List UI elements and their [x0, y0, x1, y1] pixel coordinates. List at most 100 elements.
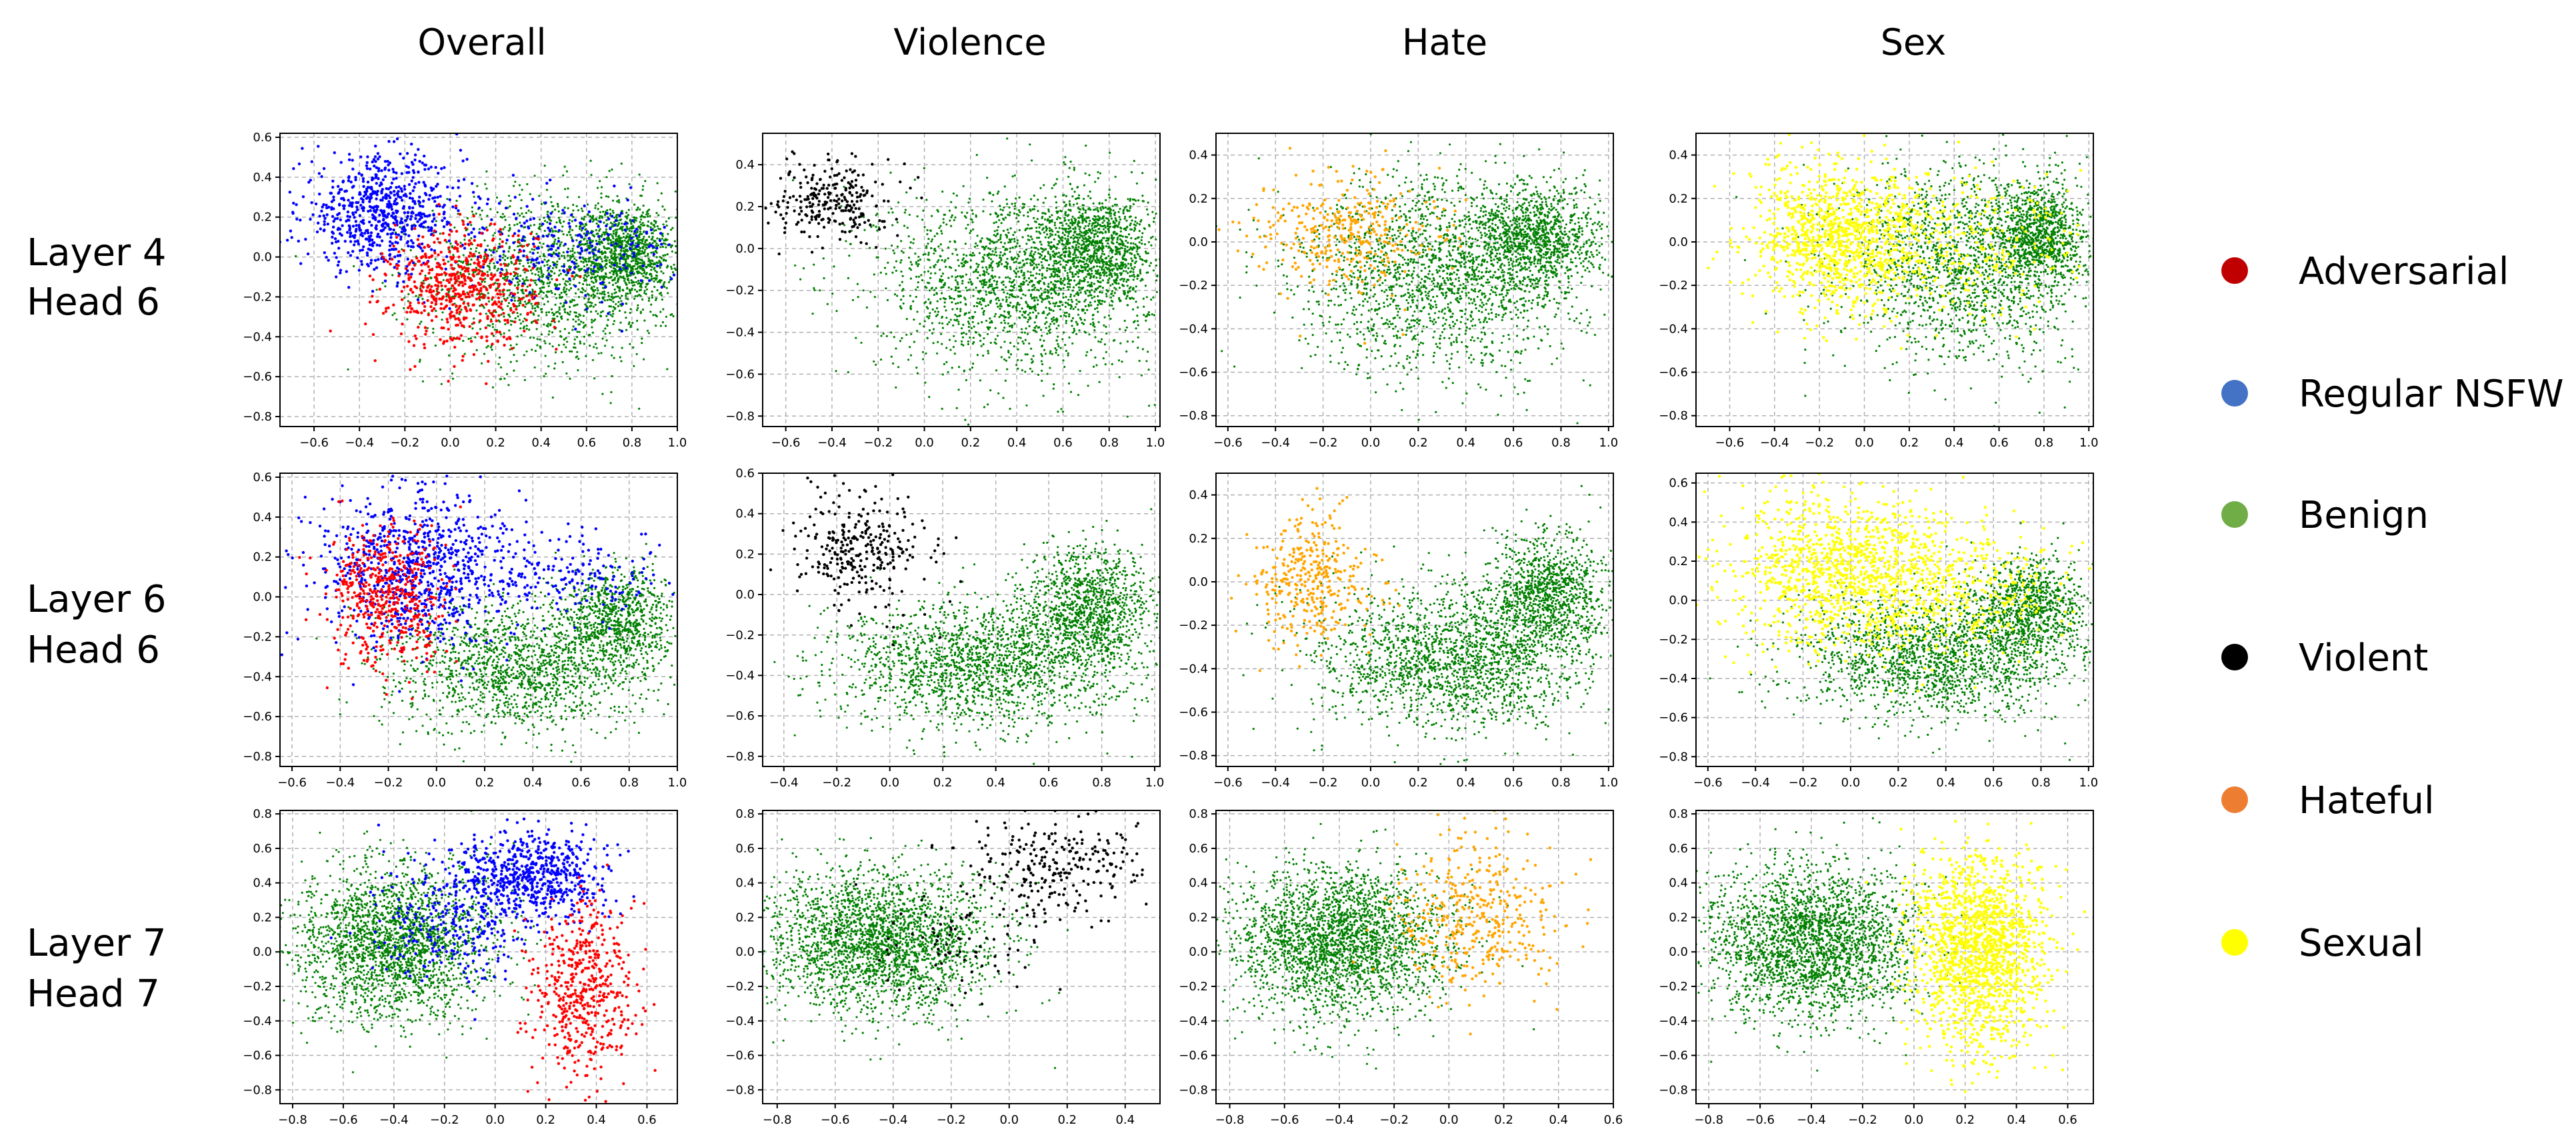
data-point: [1011, 203, 1013, 205]
data-point: [710, 264, 712, 266]
data-point: [510, 347, 514, 351]
data-point: [442, 212, 445, 216]
data-point: [662, 284, 665, 287]
data-point: [504, 263, 507, 267]
data-point: [600, 205, 603, 208]
data-point: [1020, 328, 1023, 331]
data-point: [1051, 275, 1053, 277]
data-point: [493, 262, 495, 265]
data-point: [418, 361, 421, 363]
data-point: [509, 227, 511, 229]
data-point: [689, 189, 691, 191]
data-point: [499, 293, 502, 296]
data-point: [622, 258, 625, 261]
data-point: [579, 251, 582, 255]
data-point: [423, 155, 426, 158]
data-point: [979, 339, 982, 342]
data-point: [985, 245, 987, 248]
data-point: [657, 281, 659, 283]
data-point: [464, 259, 468, 263]
data-point: [1004, 322, 1007, 325]
data-point: [1007, 213, 1009, 216]
data-point: [569, 287, 573, 290]
data-point: [544, 355, 547, 357]
data-point: [362, 222, 365, 225]
data-point: [389, 236, 393, 239]
data-point: [613, 267, 615, 270]
data-point: [617, 278, 620, 281]
data-point: [627, 298, 629, 301]
data-point: [471, 191, 475, 194]
data-point: [509, 205, 511, 208]
data-point: [523, 271, 526, 274]
data-point: [517, 229, 521, 233]
data-point: [585, 224, 587, 227]
data-point: [1017, 220, 1020, 223]
data-point: [598, 229, 601, 232]
data-point: [517, 240, 520, 244]
data-point: [601, 281, 605, 285]
data-point: [572, 209, 575, 212]
data-point: [1040, 254, 1043, 257]
data-point: [598, 266, 601, 269]
data-point: [521, 289, 524, 291]
data-point: [335, 256, 338, 259]
data-point: [569, 350, 571, 353]
data-point: [354, 220, 357, 223]
data-point: [507, 313, 511, 316]
data-point: [496, 339, 499, 343]
data-point: [272, 185, 275, 188]
data-point: [431, 197, 435, 200]
data-point: [439, 251, 443, 254]
data-point: [479, 283, 482, 286]
data-point: [573, 299, 575, 302]
data-point: [664, 243, 667, 245]
data-point: [463, 247, 467, 250]
data-point: [377, 167, 381, 171]
data-point: [620, 218, 623, 221]
data-point: [638, 226, 641, 229]
data-point: [531, 251, 535, 255]
data-point: [549, 281, 551, 283]
data-point: [526, 285, 529, 288]
data-point: [475, 349, 478, 352]
x-tick-label: 1.0: [668, 436, 687, 450]
data-point: [393, 266, 396, 269]
data-point: [562, 233, 565, 236]
data-point: [395, 186, 398, 189]
data-point: [872, 224, 875, 227]
data-point: [1030, 227, 1033, 230]
data-point: [595, 263, 598, 266]
data-point: [497, 247, 499, 250]
data-point: [457, 307, 461, 310]
data-point: [940, 281, 943, 283]
data-point: [504, 276, 507, 279]
data-point: [453, 276, 457, 279]
data-point: [455, 247, 459, 251]
data-point: [378, 235, 381, 239]
data-point: [639, 227, 642, 231]
data-point: [512, 303, 515, 306]
data-point: [533, 245, 536, 249]
data-point: [447, 354, 451, 357]
data-point: [477, 261, 481, 265]
data-point: [650, 269, 653, 271]
data-point: [475, 332, 479, 335]
data-point: [365, 161, 369, 165]
data-point: [548, 330, 551, 333]
data-point: [624, 266, 628, 270]
data-point: [662, 223, 665, 226]
data-point: [915, 289, 917, 291]
data-point: [381, 178, 385, 181]
data-point: [509, 361, 512, 363]
data-point: [1144, 285, 1147, 287]
data-point: [489, 273, 493, 277]
data-point: [646, 254, 649, 257]
data-point: [359, 260, 363, 263]
data-point: [486, 315, 489, 319]
data-point: [469, 308, 472, 311]
data-point: [573, 266, 577, 269]
data-point: [559, 245, 561, 247]
data-point: [631, 248, 634, 251]
data-point: [613, 223, 617, 227]
